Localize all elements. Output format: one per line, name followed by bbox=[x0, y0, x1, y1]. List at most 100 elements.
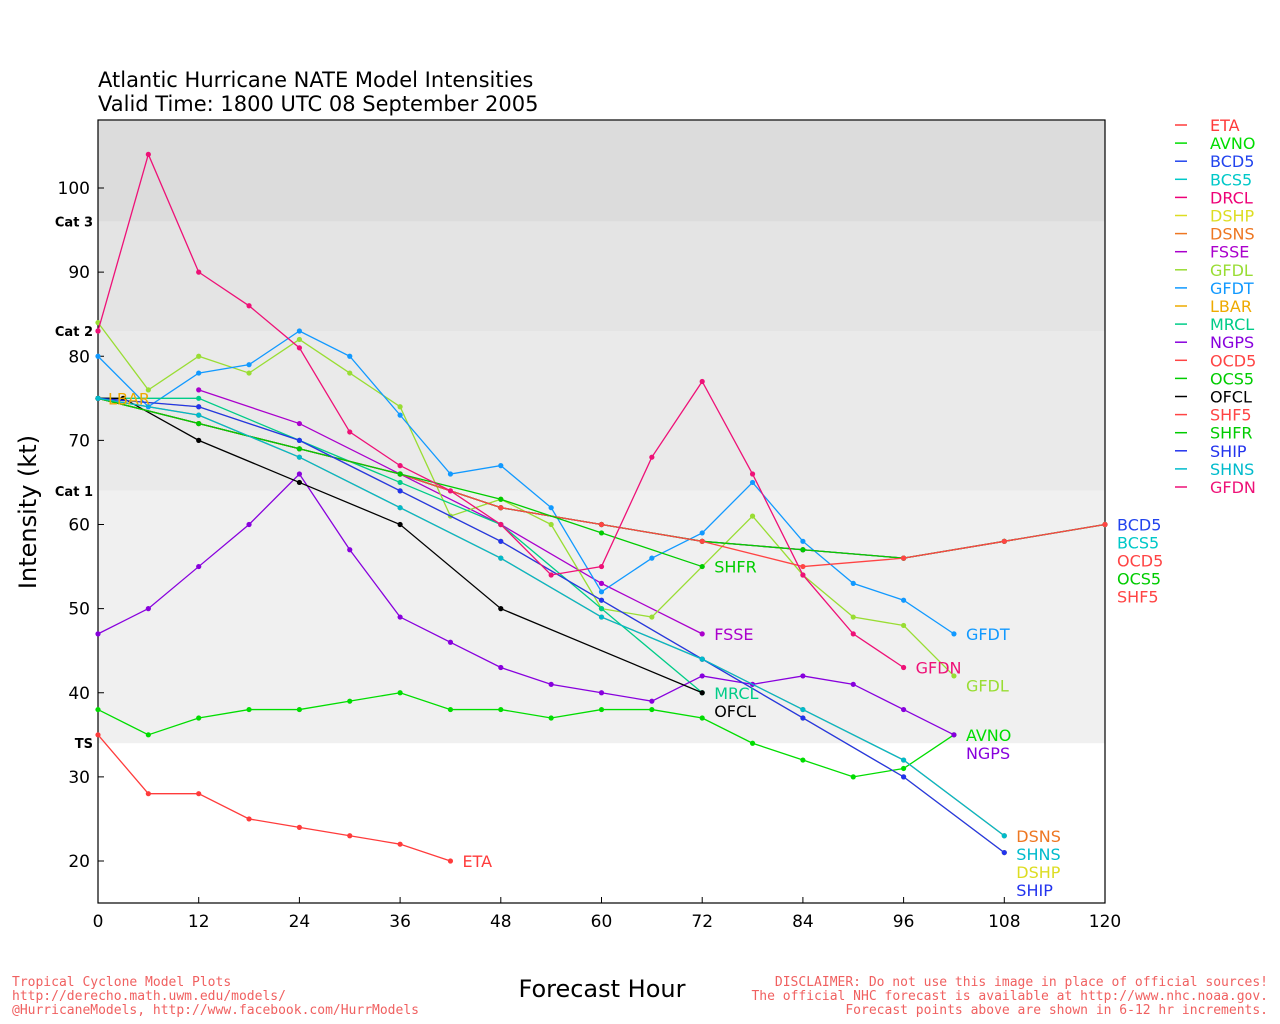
legend-item: GFDN bbox=[1175, 478, 1256, 497]
series-line bbox=[97, 397, 1005, 854]
data-point bbox=[296, 824, 302, 830]
data-point bbox=[598, 690, 605, 696]
data-point bbox=[1102, 521, 1108, 528]
legend-item: ETA bbox=[1175, 116, 1240, 135]
series-line bbox=[97, 473, 955, 736]
data-point bbox=[800, 706, 806, 713]
series-end-label: SHFR bbox=[714, 558, 757, 577]
x-tick-label: 72 bbox=[691, 912, 713, 932]
data-point bbox=[901, 664, 907, 671]
data-point bbox=[246, 303, 252, 309]
data-point bbox=[850, 631, 856, 637]
data-point bbox=[800, 563, 806, 570]
legend-item: NGPS bbox=[1175, 333, 1254, 352]
legend-item: SHNS bbox=[1175, 460, 1254, 479]
series-end-label: ETA bbox=[462, 852, 492, 871]
series-end-label: OFCL bbox=[714, 702, 756, 721]
x-tick-label: 48 bbox=[490, 912, 512, 932]
data-point bbox=[901, 706, 907, 713]
data-point bbox=[498, 664, 504, 671]
data-point bbox=[699, 690, 705, 696]
data-point bbox=[397, 841, 403, 847]
disclaimer-line: The official NHC forecast is available a… bbox=[751, 989, 1268, 1004]
series-end-label: SHIP bbox=[1016, 881, 1053, 900]
data-point bbox=[699, 673, 705, 679]
series-end-label: AVNO bbox=[966, 726, 1011, 745]
data-point bbox=[951, 673, 957, 679]
data-point bbox=[447, 639, 454, 645]
data-point bbox=[95, 706, 101, 713]
data-point bbox=[699, 378, 705, 385]
data-point bbox=[397, 690, 403, 696]
legend-label: MRCL bbox=[1210, 315, 1254, 334]
data-point bbox=[699, 530, 705, 536]
data-point bbox=[749, 513, 756, 519]
legend-label: BCS5 bbox=[1210, 170, 1252, 189]
data-point bbox=[498, 505, 504, 511]
data-point bbox=[598, 580, 605, 586]
data-point bbox=[850, 614, 856, 620]
data-point bbox=[120, 395, 126, 401]
x-tick-label: 60 bbox=[591, 912, 613, 932]
legend-label: GFDL bbox=[1210, 261, 1253, 280]
series-ngps bbox=[95, 471, 957, 738]
data-point bbox=[498, 521, 504, 528]
data-point bbox=[800, 673, 806, 679]
series-gfdn bbox=[95, 151, 907, 671]
legend-label: BCD5 bbox=[1210, 152, 1254, 171]
series-end-label: SHF5 bbox=[1117, 588, 1159, 607]
data-point bbox=[296, 471, 302, 477]
data-point bbox=[196, 269, 202, 275]
data-point bbox=[951, 631, 957, 637]
data-point bbox=[901, 774, 907, 780]
data-point bbox=[1001, 538, 1007, 544]
data-point bbox=[296, 454, 302, 460]
data-point bbox=[598, 606, 605, 612]
data-point bbox=[749, 471, 756, 477]
data-point bbox=[347, 833, 353, 839]
series-end-label: OCS5 bbox=[1117, 570, 1161, 589]
data-point bbox=[347, 370, 353, 376]
data-point bbox=[1001, 833, 1007, 839]
data-point bbox=[498, 555, 504, 561]
data-point bbox=[800, 715, 806, 721]
data-point bbox=[548, 681, 554, 687]
data-point bbox=[749, 479, 756, 486]
series-end-label: GFDL bbox=[966, 677, 1009, 696]
data-point bbox=[548, 505, 554, 511]
data-point bbox=[145, 387, 151, 393]
footer-link[interactable]: http://derecho.math.uwm.edu/models/ bbox=[12, 989, 286, 1004]
footer-link[interactable]: @HurricaneModels, http://www.facebook.co… bbox=[12, 1003, 419, 1018]
data-point bbox=[548, 572, 554, 578]
legend-label: DRCL bbox=[1210, 188, 1253, 207]
legend-item: LBAR bbox=[1175, 297, 1252, 316]
data-point bbox=[800, 538, 806, 544]
data-point bbox=[800, 757, 806, 763]
series-end-label: BCS5 bbox=[1117, 534, 1159, 553]
data-point bbox=[749, 740, 756, 746]
x-tick-label: 84 bbox=[792, 912, 814, 932]
data-point bbox=[850, 681, 856, 687]
legend-label: SHNS bbox=[1210, 460, 1254, 479]
legend-item: OCD5 bbox=[1175, 351, 1256, 370]
data-point bbox=[196, 404, 202, 410]
data-point bbox=[347, 698, 353, 704]
data-point bbox=[598, 589, 605, 595]
legend-item: SHF5 bbox=[1175, 406, 1252, 425]
legend-item: OFCL bbox=[1175, 388, 1252, 407]
data-point bbox=[296, 345, 302, 351]
data-point bbox=[397, 479, 403, 486]
data-point bbox=[598, 614, 605, 620]
y-tick-label: 50 bbox=[68, 600, 90, 620]
data-point bbox=[397, 404, 403, 410]
data-point bbox=[347, 429, 353, 435]
band-label: TS bbox=[75, 737, 93, 752]
data-point bbox=[95, 395, 101, 401]
data-point bbox=[901, 622, 907, 629]
data-point bbox=[145, 732, 151, 738]
legend-label: FSSE bbox=[1210, 243, 1249, 262]
data-point bbox=[498, 463, 504, 469]
series-avno bbox=[95, 690, 957, 780]
x-tick-label: 24 bbox=[289, 912, 311, 932]
